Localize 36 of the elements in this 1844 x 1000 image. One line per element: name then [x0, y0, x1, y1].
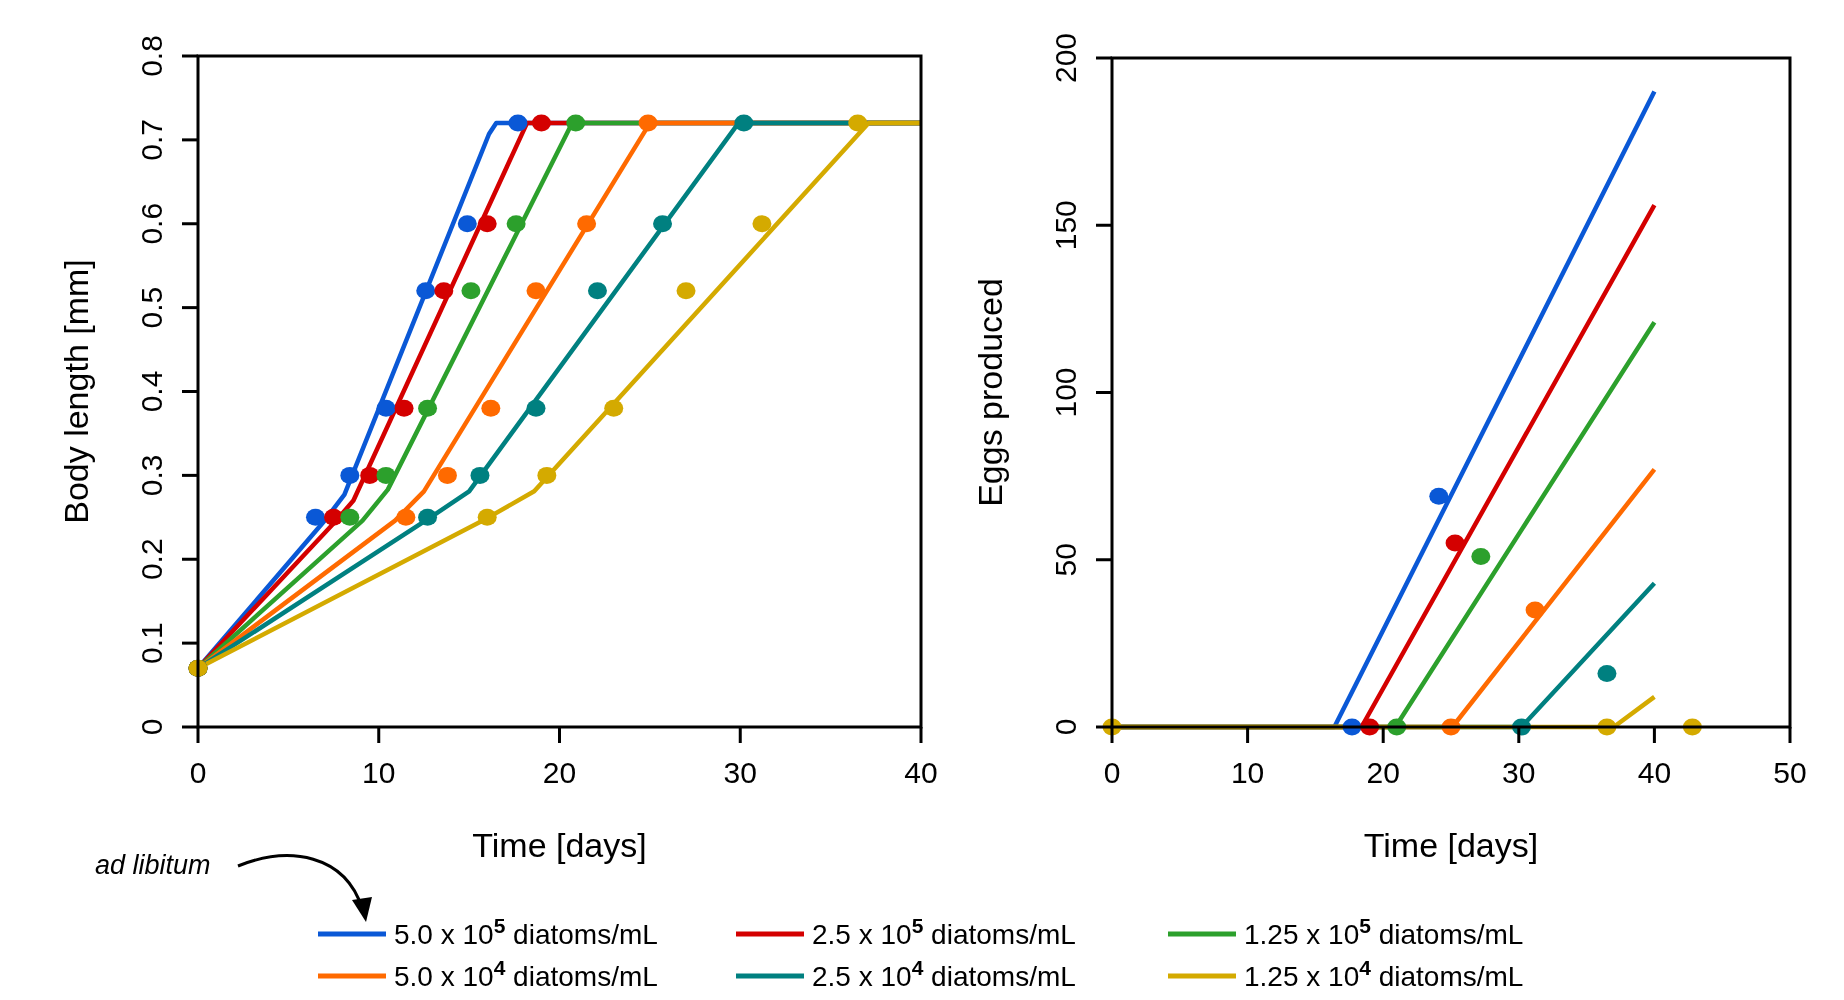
y-axis-title: Eggs produced	[971, 278, 1009, 507]
y-tick-label: 0.7	[135, 119, 168, 161]
y-tick-label: 0	[135, 718, 168, 736]
y-tick-label: 0.1	[135, 622, 168, 664]
y-tick-label: 0.8	[135, 35, 168, 77]
x-axis-title: Time [days]	[472, 826, 647, 864]
x-tick-label: 0	[189, 756, 207, 789]
legend-label: 5.0 x 10$^{5}$ diatoms/mL	[394, 913, 658, 950]
x-tick-label: 40	[904, 756, 938, 789]
x-tick-label: 40	[1637, 756, 1672, 789]
x-tick-label: 10	[362, 756, 396, 789]
legend-label: 2.5 x 10$^{5}$ diatoms/mL	[812, 913, 1076, 950]
y-axis-title: Body length [mm]	[57, 259, 95, 524]
x-tick-label: 0	[1103, 756, 1121, 789]
legend-label: 2.5 x 10$^{4}$ diatoms/mL	[812, 955, 1076, 992]
x-axis-title: Time [days]	[1363, 826, 1539, 864]
y-tick-label: 0.6	[135, 202, 168, 245]
y-tick-label: 150	[1049, 200, 1082, 251]
y-tick-label: 50	[1049, 543, 1082, 577]
y-tick-label: 100	[1049, 367, 1082, 418]
text: ad libitum	[95, 850, 211, 880]
legend-label: 1.25 x 10$^{5}$ diatoms/mL	[1244, 913, 1524, 950]
y-tick-label: 0.4	[135, 370, 168, 413]
x-tick-label: 50	[1773, 756, 1807, 789]
legend-label: 1.25 x 10$^{4}$ diatoms/mL	[1244, 955, 1524, 992]
x-tick-label: 30	[723, 756, 757, 789]
x-tick-label: 10	[1230, 756, 1265, 789]
y-tick-label: 0.2	[135, 538, 168, 581]
x-tick-label: 30	[1502, 756, 1536, 789]
y-tick-label: 0.5	[135, 286, 168, 329]
y-tick-label: 0	[1049, 718, 1082, 736]
legend-label: 5.0 x 10$^{4}$ diatoms/mL	[394, 955, 658, 992]
x-tick-label: 20	[1366, 756, 1400, 789]
y-tick-label: 200	[1049, 32, 1082, 84]
x-tick-label: 20	[542, 756, 577, 789]
y-tick-label: 0.3	[135, 454, 168, 497]
